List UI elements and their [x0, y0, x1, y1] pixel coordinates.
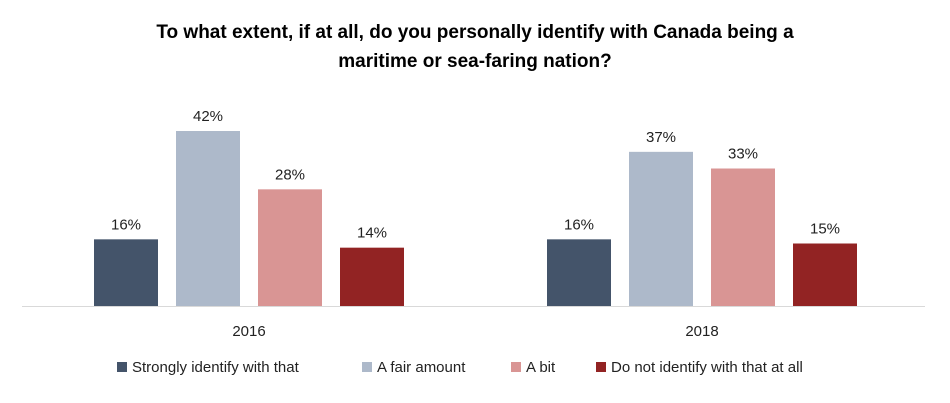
category-label-2018: 2018 — [685, 323, 718, 340]
data-label-2016-series-3: 28% — [275, 166, 305, 183]
data-label-2018-series-1: 16% — [564, 216, 594, 233]
category-label-2016: 2016 — [232, 323, 265, 340]
plot-area: 16% 42% 28% 14% 2016 16% 37% 33% 15% 2018 — [22, 108, 925, 340]
legend-swatch-series-4 — [596, 362, 606, 372]
legend-label-series-1: Strongly identify with that — [132, 359, 300, 376]
data-label-2018-series-4: 15% — [810, 221, 840, 238]
bar-2016-series-1 — [94, 239, 158, 306]
data-label-2018-series-2: 37% — [646, 129, 676, 146]
chart-title-line-2: maritime or sea-faring nation? — [338, 51, 611, 72]
legend-label-series-4: Do not identify with that at all — [611, 359, 803, 376]
bar-2018-series-3 — [711, 168, 775, 306]
legend-swatch-series-1 — [117, 362, 127, 372]
data-label-2016-series-1: 16% — [111, 216, 141, 233]
data-label-2016-series-2: 42% — [193, 108, 223, 125]
legend-swatch-series-3 — [511, 362, 521, 372]
legend-label-series-3: A bit — [526, 359, 556, 376]
bar-2016-series-2 — [176, 131, 240, 306]
chart-title-line-1: To what extent, if at all, do you person… — [156, 22, 794, 43]
data-label-2018-series-3: 33% — [728, 146, 758, 163]
legend: Strongly identify with that A fair amount… — [117, 359, 803, 376]
bar-2018-series-1 — [547, 239, 611, 306]
legend-swatch-series-2 — [362, 362, 372, 372]
legend-label-series-2: A fair amount — [377, 359, 466, 376]
bar-2018-series-2 — [629, 151, 693, 306]
bar-2016-series-3 — [258, 189, 322, 306]
bar-2016-series-4 — [340, 247, 404, 306]
data-label-2016-series-4: 14% — [357, 225, 387, 242]
bar-2018-series-4 — [793, 243, 857, 306]
